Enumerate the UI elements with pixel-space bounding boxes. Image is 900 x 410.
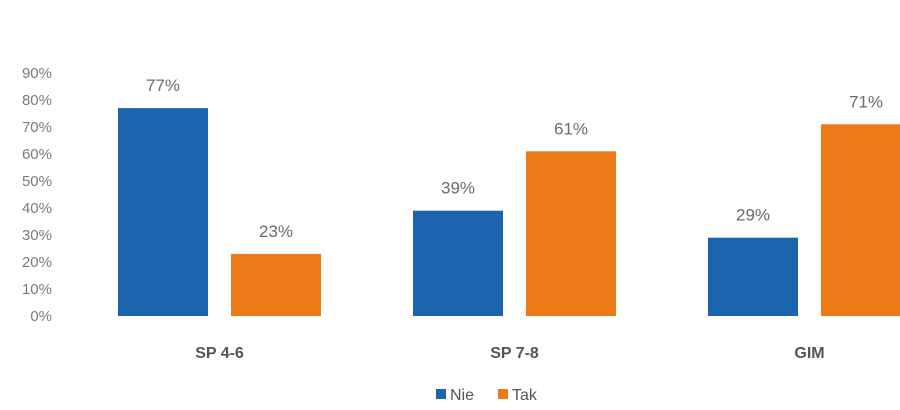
y-tick-label: 60% [22,146,52,163]
y-tick-label: 70% [22,119,52,136]
y-tick-label: 20% [22,254,52,271]
y-tick-label: 80% [22,92,52,109]
category-label: SP 7-8 [490,345,539,362]
legend-label-tak: Tak [512,387,538,404]
legend-label-nie: Nie [450,387,474,404]
bar-nie-1 [413,210,503,316]
data-label: 71% [849,92,883,111]
category-label: GIM [794,345,824,362]
y-tick-label: 0% [30,308,52,325]
data-label: 61% [554,119,588,138]
x-axis: SP 4-6 SP 7-8 GIM [195,345,824,362]
bars [118,108,900,316]
bar-tak-0 [231,253,321,316]
data-label: 23% [259,222,293,241]
data-label: 29% [736,206,770,225]
bar-nie-2 [708,237,798,316]
data-labels: 77% 23% 39% 61% 29% 71% [146,76,883,241]
y-tick-label: 90% [22,65,52,82]
y-tick-label: 50% [22,173,52,190]
legend: Nie Tak [436,387,538,404]
bar-nie-0 [118,108,208,316]
bar-tak-2 [821,124,900,316]
bar-tak-1 [526,151,616,316]
data-label: 77% [146,76,180,95]
y-tick-label: 40% [22,200,52,217]
legend-swatch-tak [498,389,508,399]
y-tick-label: 30% [22,227,52,244]
y-tick-label: 10% [22,281,52,298]
data-label: 39% [441,179,475,198]
y-axis: 0% 10% 20% 30% 40% 50% 60% 70% 80% 90% [22,65,52,325]
category-label: SP 4-6 [195,345,244,362]
legend-swatch-nie [436,389,446,399]
